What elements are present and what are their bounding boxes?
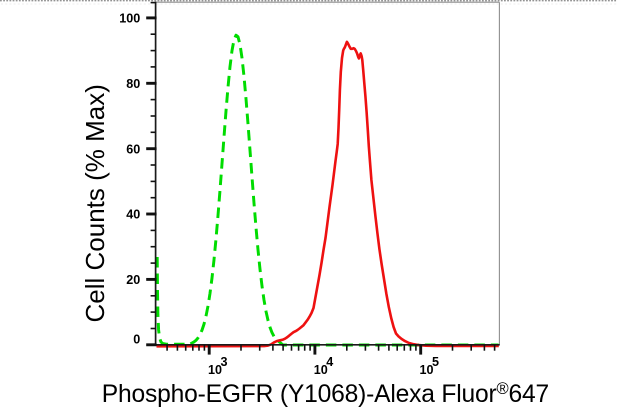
svg-text:10: 10: [314, 363, 328, 377]
svg-text:Cell Counts (% Max): Cell Counts (% Max): [80, 84, 110, 322]
svg-text:20: 20: [126, 273, 140, 287]
svg-text:4: 4: [326, 355, 333, 369]
svg-text:10: 10: [208, 363, 222, 377]
svg-text:60: 60: [126, 142, 140, 156]
svg-text:80: 80: [126, 77, 140, 91]
svg-text:40: 40: [126, 208, 140, 222]
svg-text:100: 100: [119, 12, 140, 26]
svg-text:5: 5: [432, 355, 439, 369]
svg-text:10: 10: [420, 363, 434, 377]
svg-text:3: 3: [221, 355, 228, 369]
svg-text:Phospho-EGFR (Y1068)-Alexa Flu: Phospho-EGFR (Y1068)-Alexa Fluor®647: [102, 380, 549, 408]
svg-text:0: 0: [133, 333, 140, 347]
